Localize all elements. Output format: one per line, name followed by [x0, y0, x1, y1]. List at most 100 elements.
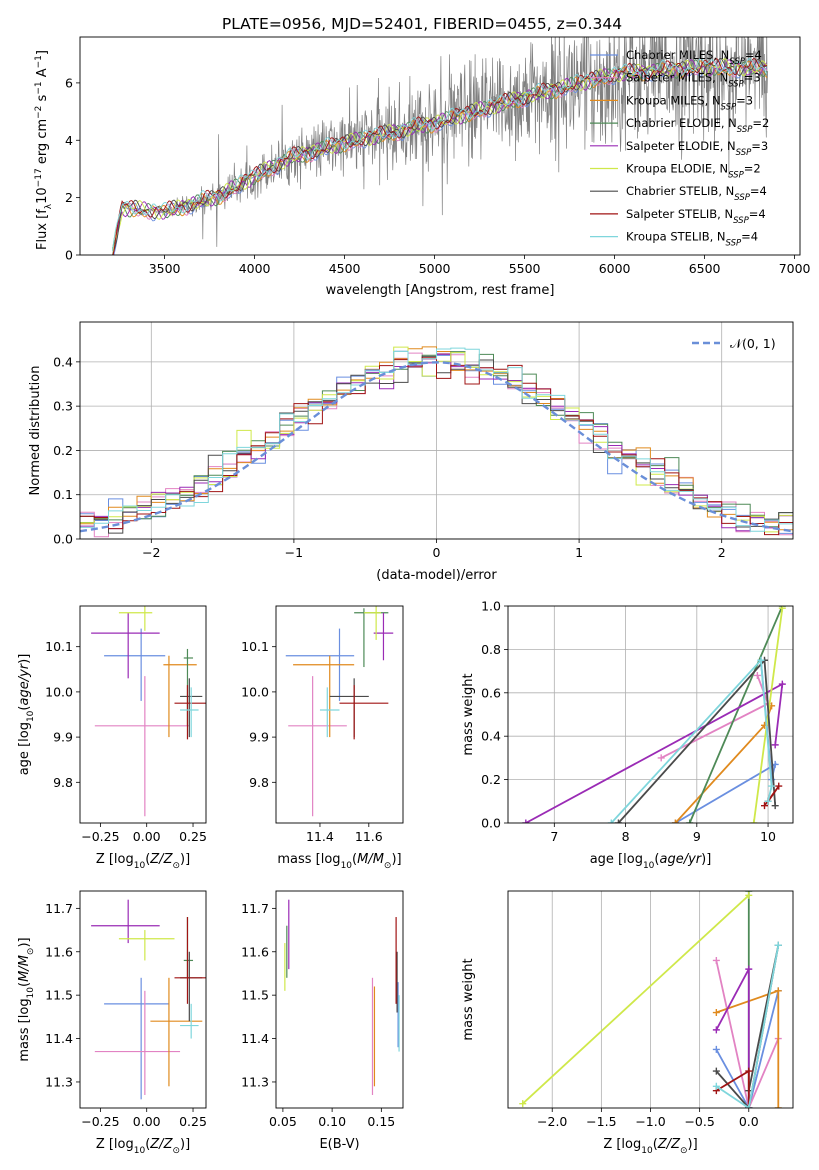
x-tick-label: −0.25 — [81, 829, 119, 844]
x-tick-label: 8 — [622, 829, 630, 844]
series-marker — [712, 1026, 720, 1034]
series-marker — [614, 819, 622, 823]
errorbar-salpeter-elodie — [91, 899, 160, 944]
series-marker — [686, 819, 694, 823]
label-part: 10 — [641, 1146, 653, 1156]
legend-label-main: Chabrier ELODIE, N — [626, 116, 737, 130]
x-tick-label: 6500 — [689, 261, 721, 276]
legend-label-tail: =2 — [752, 116, 769, 130]
errorbar-salpeter-stelib — [174, 685, 206, 740]
y-tick-label: 4 — [65, 133, 73, 148]
series-salpeter-elodie — [522, 680, 786, 823]
y-tick-label: 9.9 — [53, 730, 73, 745]
label-part: )] — [391, 852, 401, 867]
panel-residuals: −2 −1 0 1 2 0.0 0.1 0.2 0.3 0.4 (data-model)/error… — [28, 321, 794, 583]
legend-label-main: Chabrier MILES, N — [626, 48, 729, 62]
series-kroupa-miles — [712, 987, 782, 1108]
x-axis-label: wavelength [Angstrom, rest frame] — [326, 283, 555, 298]
x-tick-label: 0.00 — [133, 1114, 161, 1129]
series-marker — [671, 819, 679, 823]
label-part: )] — [180, 852, 190, 867]
y-axis-label: mass [log10(M/M⊙)] — [17, 937, 36, 1061]
label-part: 10 — [134, 1146, 146, 1156]
legend-label-sub: SSP — [733, 216, 749, 226]
panel-age-vs-mass: 11.4 11.6 9.8 9.9 10.0 10.1 mass [log10(M/M⊙)] — [241, 605, 404, 871]
axes-frame — [507, 890, 794, 1109]
histogram-salpeter-stelib — [80, 357, 793, 536]
label-part: age [log — [17, 722, 32, 775]
x-axis-label: Z [log10(Z/Z⊙)] — [96, 852, 190, 871]
x-tick-label: 0 — [433, 545, 441, 560]
legend-label-tail: =3 — [736, 93, 753, 107]
legend-label-tail: =4 — [745, 48, 762, 62]
series-line — [525, 682, 784, 823]
y-tick-label: 10.0 — [241, 684, 269, 699]
label-part: 10 — [134, 861, 146, 871]
label-part: )] — [688, 1137, 698, 1152]
series-marker — [745, 1104, 753, 1108]
legend-label-sub: SSP — [721, 102, 737, 112]
label-part: 10 — [26, 987, 36, 999]
series-marker — [657, 754, 665, 762]
label-part: Z [log — [603, 1137, 641, 1152]
legend-label-main: Salpeter STELIB, N — [626, 207, 733, 221]
label-part: 10 — [341, 861, 353, 871]
y-tick-label: 10.1 — [241, 639, 269, 654]
panel-spectrum: 3500 4000 4500 5000 5500 6000 6500 7000 0 2 4 6 wave… — [34, 36, 811, 298]
x-tick-label: −1.5 — [586, 1114, 616, 1129]
series-line — [715, 945, 780, 1108]
plot-area — [285, 606, 394, 817]
plot-area — [508, 606, 793, 823]
label-part: Z [log — [96, 852, 134, 867]
errorbar-kroupa-stelib — [180, 687, 199, 738]
series-marker — [761, 802, 768, 810]
series-marker — [757, 656, 765, 664]
x-tick-label: 0.25 — [179, 1114, 207, 1129]
series-marker — [522, 819, 530, 823]
x-tick-label: 11.6 — [355, 829, 383, 844]
x-tick-label: 0.10 — [318, 1114, 346, 1129]
series-marker — [778, 680, 786, 688]
series-marker — [774, 941, 782, 949]
y-tick-label: 0.0 — [53, 532, 73, 547]
legend-label-sub: SSP — [728, 80, 744, 90]
label-part: Z — [670, 1137, 681, 1152]
series-marker — [519, 1100, 527, 1108]
y-tick-label: 11.7 — [241, 901, 269, 916]
axes-frame — [507, 605, 794, 824]
series-line — [715, 990, 780, 1108]
label-part: −1 — [34, 81, 44, 94]
label-part: Z/ — [149, 852, 165, 867]
x-tick-label: 0.00 — [133, 829, 161, 844]
label-part: −17 — [34, 168, 44, 187]
series-kroupa-stelib — [607, 656, 776, 823]
legend-label: Kroupa STELIB, NSSP=4 — [626, 230, 758, 249]
y-tick-label: 11.7 — [45, 901, 73, 916]
label-part: ⊙ — [26, 948, 36, 956]
errorbar-kroupa-elodie — [118, 930, 175, 961]
legend-label-tail: =4 — [741, 230, 758, 244]
x-tick-label: 0.25 — [179, 829, 207, 844]
series-marker — [774, 1104, 782, 1108]
y-tick-label: 0.1 — [53, 487, 73, 502]
axes-frame — [79, 605, 207, 824]
histogram-kroupa-stelib — [80, 347, 793, 532]
y-tick-label: 0.2 — [481, 772, 501, 787]
x-axis-label: (data-model)/error — [376, 568, 497, 583]
errorbar-kroupa-elodie — [363, 606, 382, 640]
panel-age-vs-Z: −0.25 0.00 0.259.89.910.010.1Z [log10(Z/Z⊙… — [17, 605, 207, 871]
figure-title: PLATE=0956, MJD=52401, FIBERID=0455, z=0… — [222, 15, 622, 33]
legend-label: Chabrier ELODIE, NSSP=2 — [626, 116, 769, 135]
label-part: 10 — [643, 861, 655, 871]
x-tick-label: −2.0 — [537, 1114, 567, 1129]
y-tick-label: 9.8 — [249, 775, 269, 790]
errorbar-chabrier-elodie — [183, 917, 194, 978]
y-tick-label: 11.5 — [241, 988, 269, 1003]
legend-label-sub: SSP — [728, 171, 744, 181]
label-part: ( — [654, 852, 659, 867]
plot-area — [91, 606, 206, 817]
errorbar-chabrier-miles — [104, 977, 169, 1100]
label-part: ] — [35, 50, 50, 55]
